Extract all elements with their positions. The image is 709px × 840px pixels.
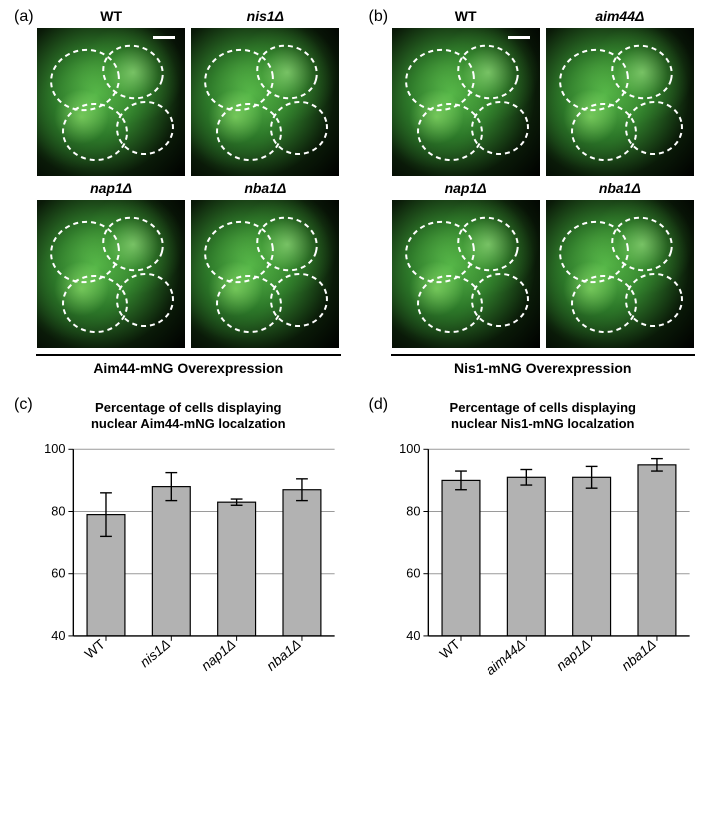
svg-text:80: 80: [51, 503, 65, 518]
panel-d-chart-wrap: 40 60 80 100 WT aim44Δ nap1Δ nba1Δ: [391, 441, 696, 716]
scale-bar: [508, 36, 530, 39]
panel-b-cell-2: nap1Δ: [391, 180, 541, 348]
panel-b-label-0: WT: [455, 8, 477, 26]
panel-b-micrograph-1: [546, 28, 694, 176]
bottom-row: (c) Percentage of cells displaying nucle…: [14, 396, 695, 716]
svg-text:100: 100: [399, 441, 420, 456]
panel-d: (d) Percentage of cells displaying nucle…: [369, 396, 696, 716]
panel-b-label-3: nba1Δ: [599, 180, 641, 198]
panel-b-cell-3: nba1Δ: [545, 180, 695, 348]
svg-text:80: 80: [406, 503, 420, 518]
svg-text:40: 40: [51, 627, 65, 642]
panel-c: (c) Percentage of cells displaying nucle…: [14, 396, 341, 716]
svg-text:nis1Δ: nis1Δ: [137, 636, 173, 670]
panel-d-chart: 40 60 80 100 WT aim44Δ nap1Δ nba1Δ: [391, 441, 696, 711]
panel-c-chart: 40 60 80 100 WT nis1Δ nap1Δ nba1Δ: [36, 441, 341, 711]
svg-text:aim44Δ: aim44Δ: [482, 636, 527, 678]
panel-a-letter: (a): [14, 8, 34, 26]
panel-a-label-3: nba1Δ: [244, 180, 286, 198]
svg-text:WT: WT: [82, 636, 108, 662]
svg-text:40: 40: [406, 627, 420, 642]
svg-text:nba1Δ: nba1Δ: [618, 636, 658, 673]
panel-b-micrograph-2: [392, 200, 540, 348]
panel-a-caption: Aim44-mNG Overexpression: [36, 354, 341, 376]
svg-text:100: 100: [44, 441, 65, 456]
panel-b-micrograph-0: [392, 28, 540, 176]
top-row: (a) WT nis1Δ nap1Δ nba1Δ Aim44-mNG Overexpr…: [14, 8, 695, 378]
panel-d-title-l1: Percentage of cells displaying: [450, 400, 636, 415]
panel-a-micrograph-2: [37, 200, 185, 348]
panel-c-title-l1: Percentage of cells displaying: [95, 400, 281, 415]
panel-a-cell-3: nba1Δ: [190, 180, 340, 348]
panel-b-label-2: nap1Δ: [445, 180, 487, 198]
panel-b-label-1: aim44Δ: [595, 8, 644, 26]
panel-a-label-1: nis1Δ: [247, 8, 284, 26]
panel-d-title: Percentage of cells displaying nuclear N…: [391, 400, 696, 433]
panel-a-micrograph-0: [37, 28, 185, 176]
svg-text:WT: WT: [436, 636, 462, 662]
panel-b-letter: (b): [369, 8, 389, 26]
panel-b-caption: Nis1-mNG Overexpression: [391, 354, 696, 376]
panel-a-cell-1: nis1Δ: [190, 8, 340, 176]
panel-c-title: Percentage of cells displaying nuclear A…: [36, 400, 341, 433]
panel-a: (a) WT nis1Δ nap1Δ nba1Δ Aim44-mNG Overexpr…: [14, 8, 341, 378]
panel-a-grid: WT nis1Δ nap1Δ nba1Δ: [36, 8, 341, 348]
panel-a-label-0: WT: [100, 8, 122, 26]
panel-a-micrograph-3: [191, 200, 339, 348]
svg-text:60: 60: [406, 565, 420, 580]
panel-d-title-l2: nuclear Nis1-mNG localzation: [451, 416, 635, 431]
panel-b-micrograph-3: [546, 200, 694, 348]
panel-b-cell-1: aim44Δ: [545, 8, 695, 176]
panel-a-cell-0: WT: [36, 8, 186, 176]
panel-c-letter: (c): [14, 396, 33, 414]
panel-a-cell-2: nap1Δ: [36, 180, 186, 348]
scale-bar: [153, 36, 175, 39]
panel-a-micrograph-1: [191, 28, 339, 176]
panel-b-cell-0: WT: [391, 8, 541, 176]
panel-b-grid: WT aim44Δ nap1Δ nba1Δ: [391, 8, 696, 348]
panel-b: (b) WT aim44Δ nap1Δ nba1Δ Nis1-mNG Overexpr…: [369, 8, 696, 378]
panel-c-chart-wrap: 40 60 80 100 WT nis1Δ nap1Δ nba1Δ: [36, 441, 341, 716]
panel-d-letter: (d): [369, 396, 389, 414]
svg-text:nap1Δ: nap1Δ: [198, 636, 238, 673]
svg-text:60: 60: [51, 565, 65, 580]
svg-text:nba1Δ: nba1Δ: [264, 636, 304, 673]
panel-c-title-l2: nuclear Aim44-mNG localzation: [91, 416, 286, 431]
svg-text:nap1Δ: nap1Δ: [553, 636, 593, 673]
panel-a-label-2: nap1Δ: [90, 180, 132, 198]
